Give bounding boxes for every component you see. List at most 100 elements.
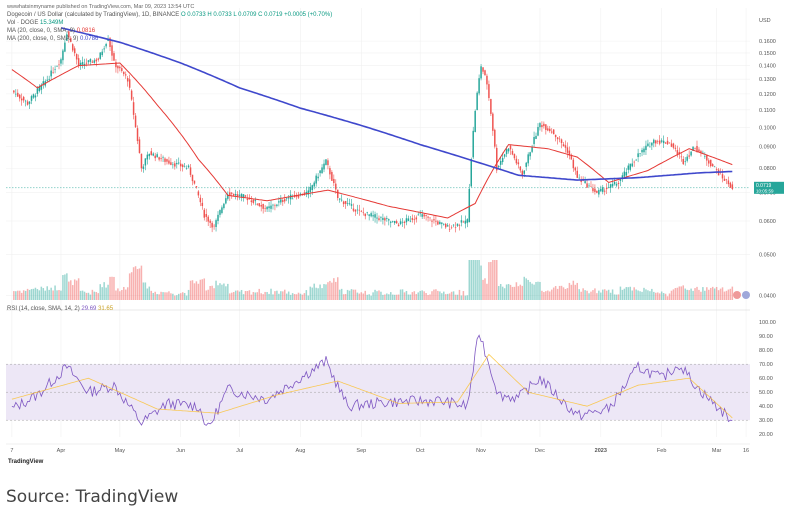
candle-body (346, 203, 349, 205)
candle-body (686, 156, 688, 161)
candle-body (596, 190, 598, 193)
candle-body (107, 39, 109, 41)
volume-bar (560, 285, 563, 300)
candle-body (95, 59, 98, 62)
published-line: wwwhatsinmyname published on TradingView… (7, 4, 195, 10)
candle-body (358, 209, 361, 211)
volume-bar (289, 294, 292, 300)
candle-body (234, 193, 237, 196)
candle-body (70, 38, 72, 42)
x-tick-label: May (115, 448, 126, 454)
candle-body (409, 220, 412, 222)
candle-body (232, 193, 235, 196)
candle-body (140, 153, 143, 169)
candle-body (150, 151, 153, 155)
candle-body (552, 129, 555, 135)
volume-bar (660, 291, 663, 300)
volume-bar (682, 285, 685, 300)
volume-bar (201, 279, 204, 300)
volume-bar (511, 286, 514, 300)
volume-bar (140, 265, 143, 300)
volume-bar (584, 290, 586, 300)
volume-bar (505, 284, 508, 300)
candle-body (376, 217, 378, 219)
volume-legend[interactable]: Vol · DOGE 15.349M (7, 20, 63, 27)
source-caption: Source: TradingView (6, 487, 179, 507)
candle-body (58, 64, 60, 66)
candle-body (570, 155, 573, 160)
volume-bar (515, 282, 518, 300)
candle-body (18, 94, 21, 99)
candle-body (609, 184, 612, 188)
volume-bar (554, 285, 557, 300)
candle-body (607, 187, 610, 188)
candle-body (535, 135, 537, 139)
candle-body (52, 72, 54, 73)
volume-bar (384, 294, 386, 300)
candle-body (560, 139, 563, 144)
candle-body (574, 167, 577, 171)
candle-body (109, 38, 111, 47)
candle-body (274, 205, 276, 207)
candle-body (148, 153, 151, 157)
volume-bar (26, 288, 29, 300)
volume-bar (574, 284, 577, 300)
candle-body (225, 198, 227, 204)
candle-body (126, 78, 129, 82)
ohlc-header: Dogecoin / US Dollar (calculated by Trad… (7, 12, 332, 19)
volume-bar (209, 286, 211, 300)
volume-bar (272, 294, 274, 300)
candle-body (77, 58, 80, 66)
candle-body (370, 213, 372, 217)
candle-body (66, 34, 68, 41)
candle-body (676, 150, 679, 156)
candle-body (431, 220, 433, 222)
volume-bar (109, 276, 111, 300)
candle-body (254, 200, 257, 202)
volume-bar (550, 289, 553, 300)
candle-body (647, 143, 649, 146)
candle-body (36, 88, 39, 94)
volume-bar (364, 290, 366, 300)
rsi-legend[interactable]: RSI (14, close, SMA, 14, 2) 29.69 31.65 (7, 306, 113, 313)
candle-body (437, 221, 439, 225)
candle-body (433, 219, 435, 221)
volume-bar (285, 293, 288, 300)
candle-body (670, 143, 673, 147)
candle-body (205, 214, 207, 217)
candle-body (391, 221, 394, 222)
ma200-legend[interactable]: MA (200, close, 0, SMA, 9) 0.0786 (7, 36, 98, 43)
candle-body (203, 209, 206, 218)
candle-body (15, 93, 17, 95)
volume-bar (142, 282, 145, 300)
volume-bar (183, 292, 186, 300)
volume-bar (238, 291, 241, 300)
volume-bar (637, 290, 639, 300)
candle-body (411, 218, 414, 220)
x-tick-label: 16 (743, 448, 749, 454)
ma20-legend[interactable]: MA (20, close, 0, SMA, 9) 0.0816 (7, 28, 95, 35)
volume-bar (552, 287, 555, 300)
volume-bar (444, 294, 447, 300)
candle-body (586, 183, 588, 188)
volume-bar (311, 287, 313, 300)
volume-bar (706, 287, 708, 300)
candle-body (731, 184, 734, 190)
y-tick-label: 0.0900 (759, 145, 776, 151)
candle-body (144, 158, 147, 166)
volume-bar (15, 291, 17, 300)
volume-bar (46, 286, 48, 300)
volume-bar (470, 260, 472, 300)
candle-body (287, 197, 290, 199)
candle-body (378, 218, 380, 220)
volume-bar (576, 282, 579, 300)
candle-body (111, 45, 113, 56)
candle-body (54, 69, 56, 70)
y-tick-label: 0.1500 (759, 51, 776, 57)
volume-bar (119, 291, 121, 300)
tradingview-logo[interactable]: TradingView (8, 459, 43, 465)
volume-bar (696, 286, 698, 300)
candle-body (521, 170, 524, 176)
ma20-line (11, 62, 733, 219)
volume-bar (694, 288, 696, 300)
